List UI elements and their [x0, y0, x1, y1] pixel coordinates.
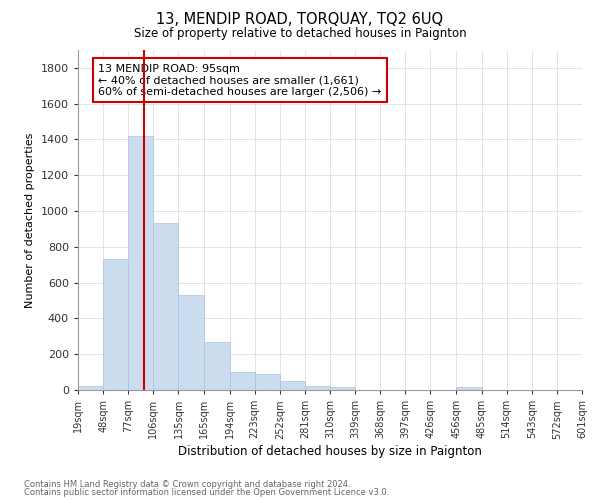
Text: Size of property relative to detached houses in Paignton: Size of property relative to detached ho… — [134, 28, 466, 40]
Bar — [128, 136, 154, 390]
Bar — [305, 386, 330, 390]
Bar — [154, 222, 178, 390]
Bar — [280, 381, 305, 390]
Text: Contains public sector information licensed under the Open Government Licence v3: Contains public sector information licen… — [24, 488, 389, 497]
X-axis label: Distribution of detached houses by size in Paignton: Distribution of detached houses by size … — [178, 446, 482, 458]
Text: 13 MENDIP ROAD: 95sqm
← 40% of detached houses are smaller (1,661)
60% of semi-d: 13 MENDIP ROAD: 95sqm ← 40% of detached … — [98, 64, 382, 97]
Text: 13, MENDIP ROAD, TORQUAY, TQ2 6UQ: 13, MENDIP ROAD, TORQUAY, TQ2 6UQ — [157, 12, 443, 28]
Bar — [178, 295, 205, 390]
Bar — [103, 260, 128, 390]
Bar — [230, 372, 254, 390]
Bar — [457, 388, 482, 390]
Bar — [78, 386, 103, 390]
Y-axis label: Number of detached properties: Number of detached properties — [25, 132, 35, 308]
Text: Contains HM Land Registry data © Crown copyright and database right 2024.: Contains HM Land Registry data © Crown c… — [24, 480, 350, 489]
Bar — [254, 374, 280, 390]
Bar — [330, 388, 355, 390]
Bar — [205, 342, 230, 390]
